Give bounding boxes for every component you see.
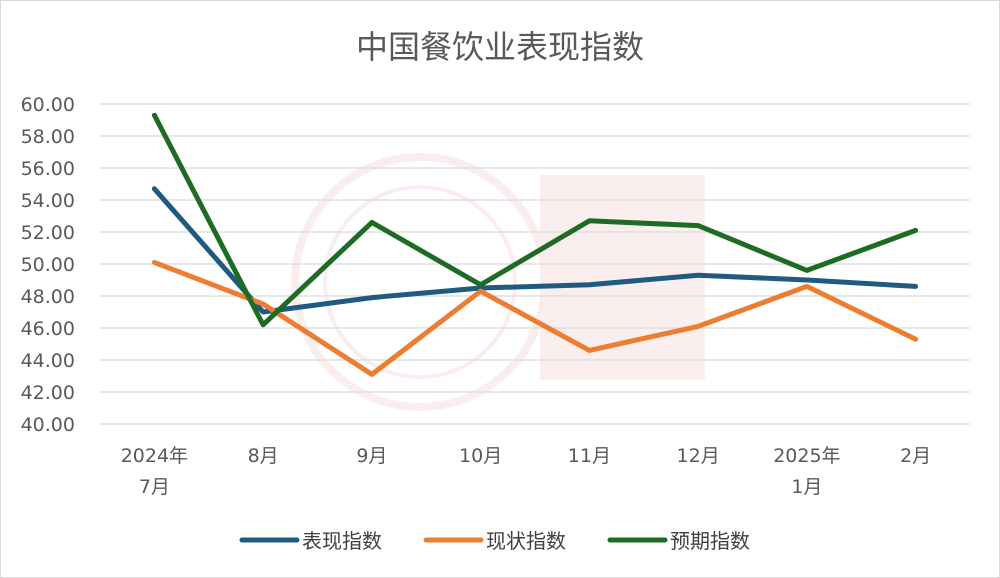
x-tick-label-line: 2025年 <box>773 445 840 467</box>
y-tick-label: 42.00 <box>21 382 75 404</box>
x-tick-label: 8月 <box>248 445 279 467</box>
x-tick-label: 2月 <box>900 445 931 467</box>
legend-label: 现状指数 <box>486 529 566 553</box>
legend-label: 表现指数 <box>302 529 382 553</box>
x-tick-label-line: 2月 <box>900 445 931 467</box>
y-tick-label: 56.00 <box>21 158 75 180</box>
y-tick-label: 54.00 <box>21 190 75 212</box>
series-line <box>151 112 919 328</box>
y-tick-label: 60.00 <box>21 94 75 116</box>
x-axis-ticks: 2024年 7月 8月 9月 10月 11月 12月 2025年 1月 2月 <box>121 445 931 498</box>
y-tick-label: 48.00 <box>21 286 75 308</box>
y-tick-label: 50.00 <box>21 254 75 276</box>
x-tick-label-line: 2024年 <box>121 445 188 467</box>
series-lines <box>151 112 919 377</box>
x-tick-label: 9月 <box>356 445 387 467</box>
x-tick-label-line: 1月 <box>791 476 822 498</box>
chart-title: 中国餐饮业表现指数 <box>356 28 644 66</box>
y-tick-label: 44.00 <box>21 350 75 372</box>
x-tick-label: 11月 <box>568 445 611 467</box>
x-tick-label-line: 10月 <box>459 445 502 467</box>
y-tick-label: 40.00 <box>21 414 75 436</box>
series-line <box>151 259 919 377</box>
y-tick-label: 52.00 <box>21 222 75 244</box>
x-tick-label: 2024年 7月 <box>121 445 188 498</box>
x-tick-label-line: 11月 <box>568 445 611 467</box>
legend: 表现指数 现状指数 预期指数 <box>239 529 750 553</box>
x-tick-label: 10月 <box>459 445 502 467</box>
gridlines <box>100 103 970 425</box>
y-tick-label: 46.00 <box>21 318 75 340</box>
legend-label: 预期指数 <box>670 529 750 553</box>
y-axis-ticks: 40.00 42.00 44.00 46.00 48.00 50.00 52.00 54.00… <box>21 94 75 436</box>
x-tick-label: 2025年 1月 <box>773 445 840 498</box>
x-tick-label: 12月 <box>677 445 720 467</box>
x-tick-label-line: 9月 <box>356 445 387 467</box>
x-tick-label-line: 7月 <box>139 476 170 498</box>
y-tick-label: 58.00 <box>21 126 75 148</box>
x-tick-label-line: 8月 <box>248 445 279 467</box>
x-tick-label-line: 12月 <box>677 445 720 467</box>
